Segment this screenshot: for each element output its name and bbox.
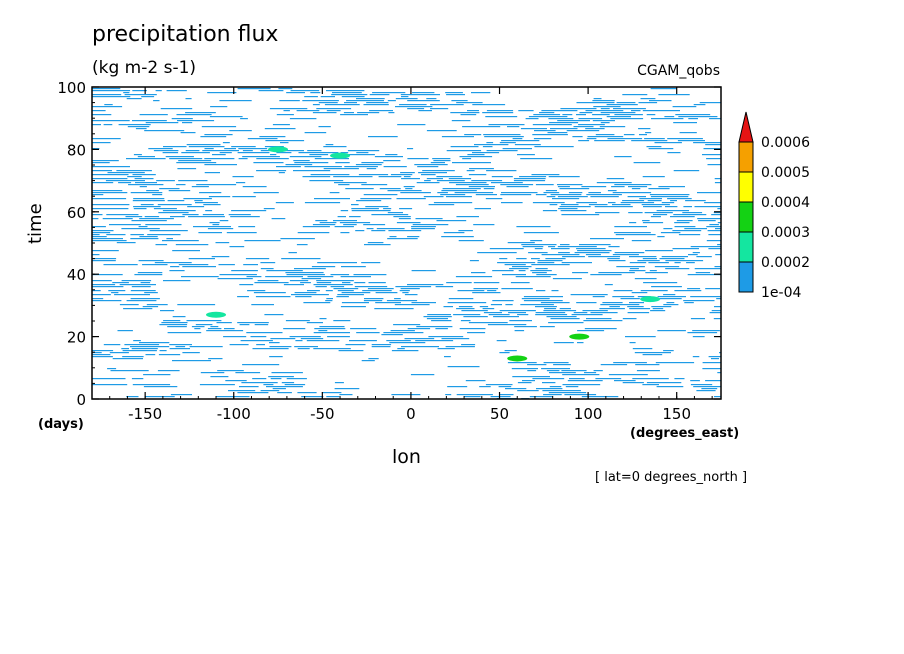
precip-hotspot [569,333,590,340]
y-tick-label: 0 [76,391,86,409]
x-axis-units: (degrees_east) [630,426,740,441]
latitude-note: [ lat=0 degrees_north ] [595,470,748,485]
y-tick-label: 20 [67,329,86,347]
colorbar-label: 1e-04 [761,285,801,301]
x-axis-label: lon [392,446,421,468]
x-tick-label: -150 [128,405,162,423]
precip-hotspot [640,296,661,303]
precip-hotspot [206,311,227,318]
y-tick-label: 40 [67,266,86,284]
x-tick-label: 150 [662,405,691,423]
colorbar-swatch [738,171,754,203]
colorbar-swatch [738,261,754,293]
precip-hotspot [507,355,528,362]
precip-hotspot [330,152,351,159]
colorbar-swatch [738,231,754,263]
x-tick-label: 0 [406,405,416,423]
x-tick-label: -50 [310,405,335,423]
y-tick-label: 80 [67,141,86,159]
dataset-label: CGAM_qobs [637,63,720,79]
y-tick-label: 60 [67,204,86,222]
x-tick-label: 100 [574,405,603,423]
y-tick-label: 100 [57,79,86,97]
colorbar-swatch [738,141,754,173]
chart-title: precipitation flux [92,22,279,47]
colorbar-extend-arrow [738,111,754,143]
colorbar-swatch [738,201,754,233]
x-tick-label: 50 [490,405,509,423]
colorbar-label: 0.0006 [761,135,810,151]
precip-field [92,88,721,399]
precip-hotspot [268,146,289,153]
colorbar-label: 0.0003 [761,225,810,241]
colorbar-label: 0.0004 [761,195,810,211]
x-tick-label: -100 [217,405,251,423]
colorbar-label: 0.0002 [761,255,810,271]
chart-units: (kg m-2 s-1) [92,58,197,78]
colorbar-label: 0.0005 [761,165,810,181]
y-axis-units: (days) [38,417,84,432]
